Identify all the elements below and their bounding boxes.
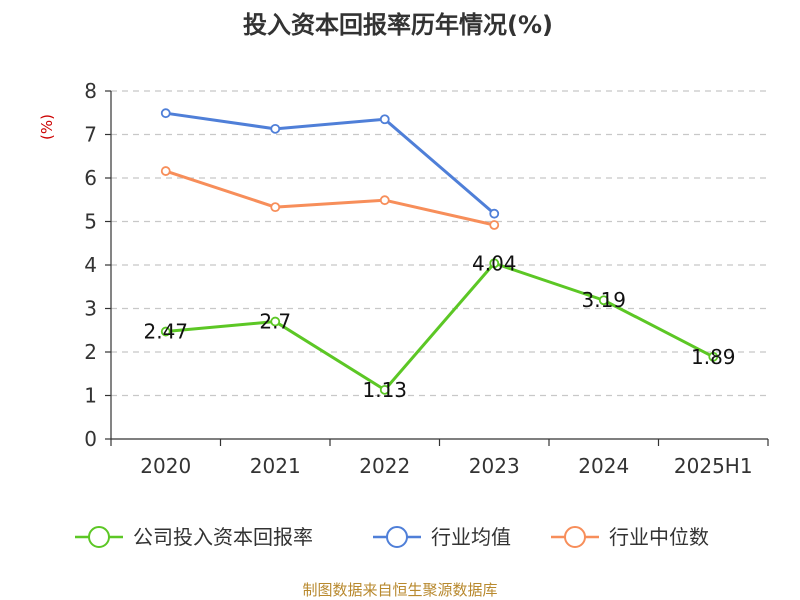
legend: 公司投入资本回报率 行业均值 行业中位数 xyxy=(75,525,709,549)
y-axis-ticks: 0 1 2 3 4 5 6 7 8 xyxy=(84,79,111,451)
data-point xyxy=(379,195,390,206)
legend-marker xyxy=(564,526,586,548)
x-tick-label: 2024 xyxy=(578,454,629,478)
data-point xyxy=(489,258,500,269)
y-tick-label: 8 xyxy=(84,79,97,103)
series-line-2 xyxy=(165,169,495,227)
data-label: 3.19 xyxy=(581,288,626,312)
data-point xyxy=(708,351,719,362)
y-tick-label: 0 xyxy=(84,427,97,451)
legend-marker xyxy=(88,526,110,548)
x-tick-label: 2020 xyxy=(140,454,191,478)
data-point xyxy=(489,208,500,219)
x-tick-label: 2025H1 xyxy=(674,454,753,478)
legend-item-0[interactable]: 公司投入资本回报率 xyxy=(75,525,313,549)
x-tick-label: 2021 xyxy=(250,454,301,478)
data-point xyxy=(379,114,390,125)
data-point xyxy=(160,166,171,176)
axes xyxy=(110,91,768,440)
data-point xyxy=(598,295,609,306)
data-point xyxy=(270,202,281,213)
grid-lines xyxy=(111,90,768,397)
source-note: 制图数据来自恒生聚源数据库 xyxy=(302,581,497,599)
data-point xyxy=(270,316,281,327)
data-point xyxy=(270,123,281,134)
data-label: 1.13 xyxy=(362,378,407,402)
series-line-0 xyxy=(165,261,714,392)
data-point xyxy=(379,384,390,395)
data-label: 2.47 xyxy=(143,320,188,344)
y-tick-label: 6 xyxy=(84,166,97,190)
y-axis-label: (%) xyxy=(38,114,56,140)
y-tick-label: 1 xyxy=(84,384,97,408)
legend-item-1[interactable]: 行业均值 xyxy=(373,525,511,549)
x-tick-label: 2023 xyxy=(469,454,520,478)
data-labels: 2.47 2.7 1.13 4.04 3.19 1.89 xyxy=(143,251,735,402)
chart-title: 投入资本回报率历年情况(%) xyxy=(243,11,553,39)
x-axis-ticks: 2020 2021 2022 2023 2024 2025H1 xyxy=(110,439,769,478)
y-tick-label: 2 xyxy=(84,340,97,364)
data-point xyxy=(489,220,500,230)
legend-label: 行业均值 xyxy=(431,525,511,549)
data-label: 2.7 xyxy=(259,310,291,334)
series-layer xyxy=(160,108,719,395)
legend-item-2[interactable]: 行业中位数 xyxy=(551,525,709,549)
data-label: 4.04 xyxy=(472,251,517,275)
series-line-1 xyxy=(165,111,496,215)
legend-label: 公司投入资本回报率 xyxy=(133,525,313,549)
y-tick-label: 4 xyxy=(84,253,97,277)
legend-label: 行业中位数 xyxy=(609,525,709,549)
legend-marker xyxy=(386,526,408,548)
y-tick-label: 5 xyxy=(84,210,97,234)
data-point xyxy=(160,326,171,337)
data-point xyxy=(160,108,171,119)
x-tick-label: 2022 xyxy=(359,454,410,478)
y-tick-label: 7 xyxy=(84,123,97,147)
data-label: 1.89 xyxy=(691,345,736,369)
y-tick-label: 3 xyxy=(84,297,97,321)
